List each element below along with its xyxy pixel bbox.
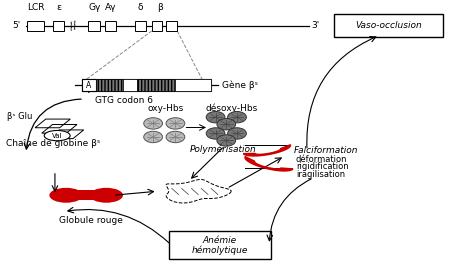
Bar xyxy=(135,21,146,31)
Circle shape xyxy=(206,111,225,123)
Ellipse shape xyxy=(44,130,70,141)
Text: oxy-Hbs: oxy-Hbs xyxy=(147,104,184,113)
Text: 5': 5' xyxy=(12,21,20,30)
Text: //: // xyxy=(69,20,79,31)
Text: Gène βˢ: Gène βˢ xyxy=(222,81,258,90)
Text: Chromosome 11: Chromosome 11 xyxy=(345,21,419,30)
Text: iragilisation: iragilisation xyxy=(296,170,345,179)
Bar xyxy=(175,80,211,91)
Text: δ: δ xyxy=(138,3,143,12)
Text: hémolytique: hémolytique xyxy=(192,246,248,255)
Text: β: β xyxy=(157,3,163,12)
Text: rigidification: rigidification xyxy=(296,162,348,171)
Ellipse shape xyxy=(89,188,123,203)
Bar xyxy=(96,80,123,91)
Text: Chaîne de globine βˢ: Chaîne de globine βˢ xyxy=(6,139,100,148)
Polygon shape xyxy=(243,145,291,156)
Circle shape xyxy=(144,131,163,143)
Circle shape xyxy=(228,128,247,139)
Text: LCR: LCR xyxy=(27,3,44,12)
Text: Gγ: Gγ xyxy=(88,3,101,12)
Bar xyxy=(105,21,116,31)
Bar xyxy=(53,21,64,31)
Text: A: A xyxy=(86,81,92,90)
Text: déformation: déformation xyxy=(296,155,348,164)
Circle shape xyxy=(166,118,185,129)
Text: Vaso-occlusion: Vaso-occlusion xyxy=(355,21,422,30)
Bar xyxy=(82,80,96,91)
Text: Aγ: Aγ xyxy=(105,3,116,12)
Text: ε: ε xyxy=(56,3,61,12)
Bar xyxy=(66,190,106,200)
FancyBboxPatch shape xyxy=(334,14,443,37)
Text: désoxy-Hbs: désoxy-Hbs xyxy=(205,103,257,113)
Bar xyxy=(152,21,163,31)
Text: Val: Val xyxy=(52,133,62,139)
Polygon shape xyxy=(245,157,293,171)
Bar xyxy=(137,80,175,91)
Circle shape xyxy=(166,131,185,143)
Text: Globule rouge: Globule rouge xyxy=(59,216,123,225)
Ellipse shape xyxy=(49,188,83,203)
Bar xyxy=(123,80,137,91)
Circle shape xyxy=(217,118,236,130)
Bar xyxy=(166,21,177,31)
Text: Polymérisation: Polymérisation xyxy=(190,145,257,155)
Bar xyxy=(88,21,100,31)
Circle shape xyxy=(206,128,225,139)
Circle shape xyxy=(217,135,236,146)
Circle shape xyxy=(228,111,247,123)
FancyBboxPatch shape xyxy=(169,230,271,259)
Text: GTG codon 6: GTG codon 6 xyxy=(95,96,153,105)
Text: Falciformation: Falciformation xyxy=(294,146,358,155)
Bar xyxy=(82,80,211,91)
Text: 3': 3' xyxy=(312,21,320,30)
Text: βˢ Glu: βˢ Glu xyxy=(7,112,32,121)
Bar xyxy=(27,21,44,31)
Text: Anémie: Anémie xyxy=(203,236,237,245)
Circle shape xyxy=(144,118,163,129)
